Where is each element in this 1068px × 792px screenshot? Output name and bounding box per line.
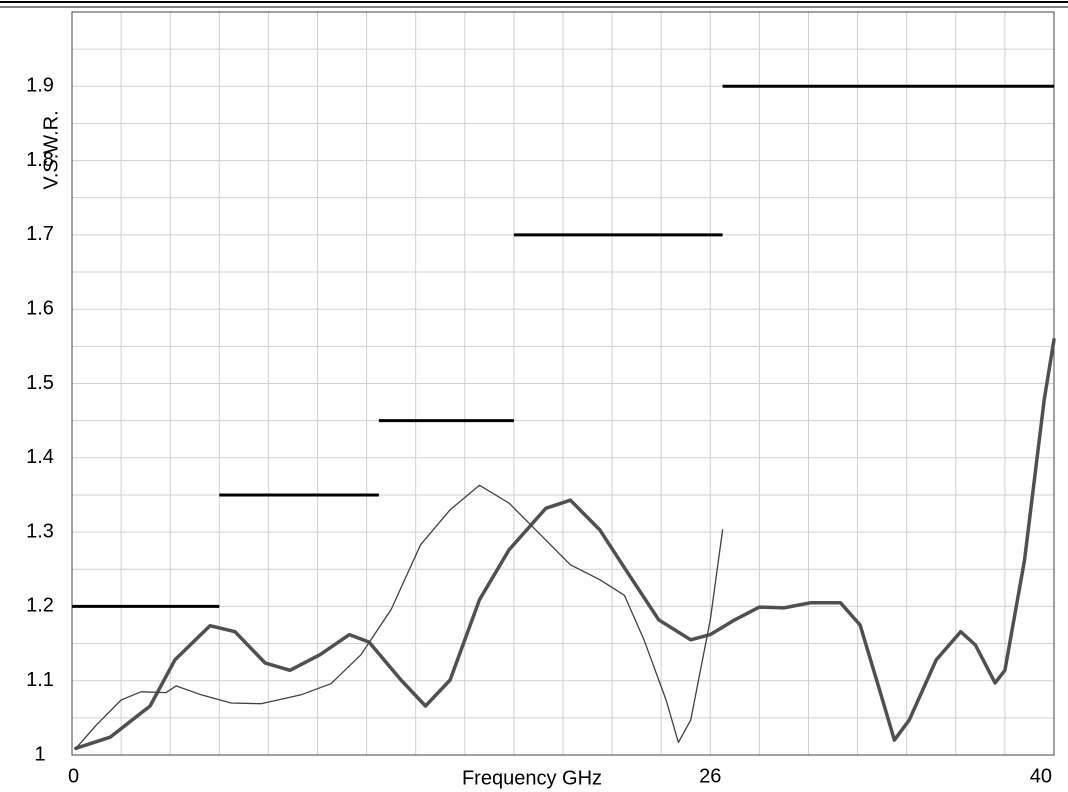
y-tick-label: 1.2 xyxy=(26,595,54,617)
x-tick-label: 0 xyxy=(68,765,79,787)
y-tick-label: 1.6 xyxy=(26,297,54,319)
data-line xyxy=(74,337,1056,751)
y-tick-label: 1.4 xyxy=(26,446,54,468)
y-tick-label: 1.3 xyxy=(26,520,54,542)
plot-frame xyxy=(71,11,1055,756)
x-axis-title: Frequency GHz xyxy=(462,767,602,789)
y-tick-label: 1.1 xyxy=(26,669,54,691)
y-axis-title: V.S.W.R. xyxy=(40,110,62,189)
x-tick-label: 40 xyxy=(1030,765,1052,787)
y-tick-label: 1.9 xyxy=(26,75,54,97)
x-tick-label: 26 xyxy=(699,765,721,787)
y-tick-label: 1 xyxy=(34,743,45,765)
y-tick-label: 1.8 xyxy=(26,149,54,171)
y-tick-label: 1.7 xyxy=(26,223,54,245)
data-line xyxy=(75,484,724,749)
y-tick-label: 1.5 xyxy=(26,372,54,394)
